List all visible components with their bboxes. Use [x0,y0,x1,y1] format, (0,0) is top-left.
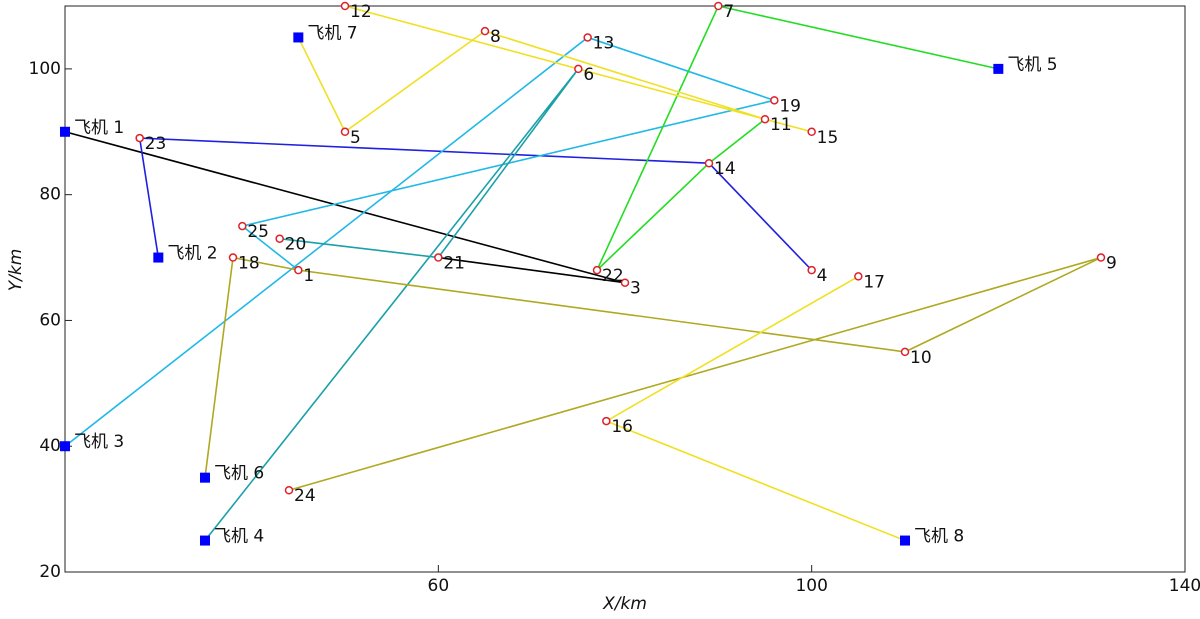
target-point [238,221,247,231]
target-label: 7 [723,2,734,22]
target-point [340,127,350,137]
y-tick-label: 40 [39,436,61,456]
aircraft-point [60,441,70,452]
target-label: 15 [817,128,839,148]
y-tick-label: 60 [39,310,61,330]
target-point [228,253,238,262]
target-label: 11 [770,115,792,135]
target-label: 1 [303,266,314,286]
target-label: 14 [714,159,736,179]
target-label: 24 [294,486,316,506]
target-label: 25 [247,222,269,242]
x-tick-label: 140 [1169,576,1200,596]
route-line [138,137,813,271]
target-point [1096,253,1106,262]
target-point [620,278,630,287]
target-label: 8 [490,27,501,47]
route-line [604,275,906,542]
target-point [900,347,910,357]
target-label: 5 [350,128,361,148]
target-label: 9 [1106,254,1117,274]
target-point [583,33,592,42]
aircraft-point [293,32,304,43]
x-axis-label: X/km [602,594,647,614]
target-point [340,1,350,11]
aircraft-label: 飞机 7 [307,23,357,43]
target-point [704,158,714,168]
target-label: 10 [910,348,932,368]
target-label: 20 [285,235,307,255]
target-label: 19 [779,96,801,116]
route-line [596,5,999,271]
aircraft-label: 飞机 3 [74,432,124,452]
aircraft-point [993,63,1004,74]
target-point [275,234,284,243]
aircraft-point [153,252,164,263]
route-line [64,131,626,284]
route-line [297,5,812,133]
aircraft-label: 飞机 2 [167,244,217,264]
plot-frame [64,5,1186,573]
target-point [592,265,602,275]
y-axis-label: Y/km [6,249,26,292]
route-line [204,256,1102,492]
x-tick-label: 60 [428,576,450,596]
y-tick-label: 100 [29,59,61,79]
target-label: 4 [817,266,828,286]
target-point [434,253,443,262]
aircraft-point [200,535,210,546]
target-label: 17 [863,272,885,292]
route-line [204,68,579,542]
target-point [854,272,863,281]
y-tick-label: 80 [39,185,61,205]
aircraft-label: 飞机 6 [214,464,264,484]
target-point [480,26,490,36]
target-label: 16 [611,417,633,437]
target-point [135,133,144,143]
target-point [574,64,583,74]
y-tick-label: 20 [39,562,61,582]
target-point [294,265,303,275]
aircraft-label: 飞机 8 [914,527,964,547]
aircraft-point [60,126,70,137]
aircraft-label: 飞机 5 [1007,55,1057,75]
target-label: 12 [350,2,372,22]
aircraft-label: 飞机 1 [74,118,124,138]
target-label: 18 [238,254,260,274]
target-label: 6 [583,65,594,85]
aircraft-point [900,535,910,546]
target-label: 23 [145,134,167,154]
aircraft-label: 飞机 4 [214,527,264,547]
target-label: 22 [602,266,624,286]
target-point [284,485,294,495]
target-label: 3 [630,279,641,299]
target-label: 13 [593,33,615,53]
x-tick-label: 100 [795,576,827,596]
target-point [807,265,816,275]
target-point [760,114,770,124]
target-label: 21 [443,254,465,274]
target-point [807,127,816,137]
target-point [714,1,723,11]
target-point [602,416,611,426]
aircraft-point [200,472,210,483]
target-point [770,96,779,105]
